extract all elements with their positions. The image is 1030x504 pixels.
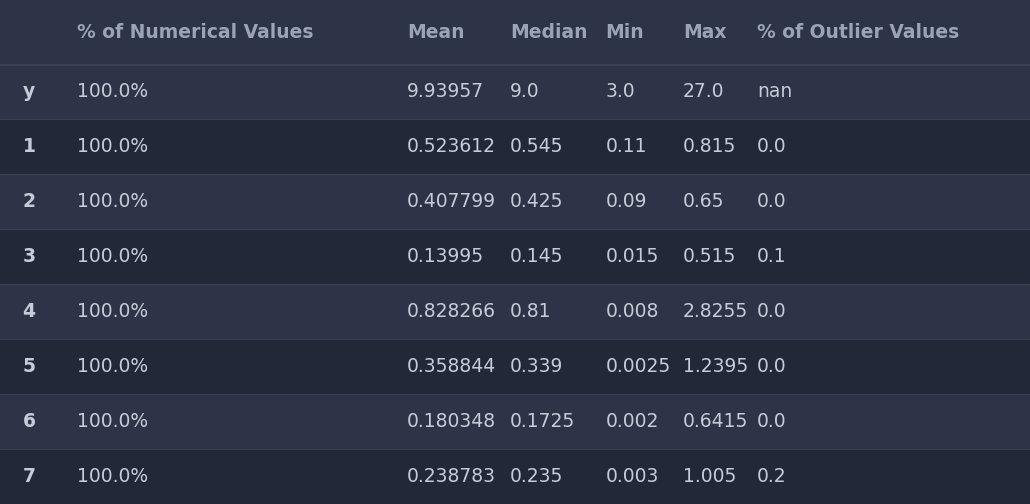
Text: 0.11: 0.11 — [606, 138, 647, 156]
Text: 0.0: 0.0 — [757, 357, 787, 376]
Text: 100.0%: 100.0% — [77, 302, 148, 321]
Text: 0.145: 0.145 — [510, 247, 563, 266]
Text: 100.0%: 100.0% — [77, 83, 148, 101]
Text: 5: 5 — [23, 357, 36, 376]
Text: 100.0%: 100.0% — [77, 412, 148, 431]
Text: 0.09: 0.09 — [606, 193, 647, 211]
Text: 0.0: 0.0 — [757, 193, 787, 211]
Text: 100.0%: 100.0% — [77, 193, 148, 211]
Text: 9.93957: 9.93957 — [407, 83, 484, 101]
Text: 0.238783: 0.238783 — [407, 467, 495, 486]
Text: 0.002: 0.002 — [606, 412, 659, 431]
Text: % of Numerical Values: % of Numerical Values — [77, 23, 314, 42]
Bar — [0, 119, 1030, 174]
Text: % of Outlier Values: % of Outlier Values — [757, 23, 959, 42]
Text: 100.0%: 100.0% — [77, 138, 148, 156]
Text: 27.0: 27.0 — [683, 83, 724, 101]
Text: 2.8255: 2.8255 — [683, 302, 748, 321]
Text: 0.545: 0.545 — [510, 138, 563, 156]
Text: 0.65: 0.65 — [683, 193, 724, 211]
Text: 0.407799: 0.407799 — [407, 193, 496, 211]
Bar — [0, 229, 1030, 284]
Bar — [0, 284, 1030, 339]
Text: 0.515: 0.515 — [683, 247, 736, 266]
Text: 0.13995: 0.13995 — [407, 247, 484, 266]
Text: 3: 3 — [23, 247, 36, 266]
Text: Median: Median — [510, 23, 587, 42]
Text: 9.0: 9.0 — [510, 83, 540, 101]
Text: 0.828266: 0.828266 — [407, 302, 495, 321]
Text: 6: 6 — [23, 412, 36, 431]
Text: 0.0: 0.0 — [757, 302, 787, 321]
Text: y: y — [23, 83, 35, 101]
Text: 0.015: 0.015 — [606, 247, 659, 266]
Text: 0.0: 0.0 — [757, 412, 787, 431]
Text: 0.425: 0.425 — [510, 193, 563, 211]
Bar — [0, 394, 1030, 449]
Text: 0.81: 0.81 — [510, 302, 551, 321]
Bar — [0, 339, 1030, 394]
Bar — [0, 449, 1030, 504]
Text: 0.1725: 0.1725 — [510, 412, 575, 431]
Text: 1.2395: 1.2395 — [683, 357, 748, 376]
Text: nan: nan — [757, 83, 792, 101]
Text: 0.6415: 0.6415 — [683, 412, 748, 431]
Bar — [0, 65, 1030, 119]
Text: 100.0%: 100.0% — [77, 467, 148, 486]
Text: 1.005: 1.005 — [683, 467, 736, 486]
Text: Min: Min — [606, 23, 645, 42]
Text: 0.0: 0.0 — [757, 138, 787, 156]
Text: 100.0%: 100.0% — [77, 357, 148, 376]
Text: 0.180348: 0.180348 — [407, 412, 496, 431]
Text: 3.0: 3.0 — [606, 83, 636, 101]
Text: 0.0025: 0.0025 — [606, 357, 671, 376]
Text: Max: Max — [683, 23, 726, 42]
Text: 0.523612: 0.523612 — [407, 138, 495, 156]
Text: 0.358844: 0.358844 — [407, 357, 496, 376]
Text: 0.235: 0.235 — [510, 467, 563, 486]
Text: 100.0%: 100.0% — [77, 247, 148, 266]
Text: 0.2: 0.2 — [757, 467, 787, 486]
Text: 0.1: 0.1 — [757, 247, 787, 266]
Text: 1: 1 — [23, 138, 35, 156]
Text: 0.815: 0.815 — [683, 138, 736, 156]
Bar — [0, 174, 1030, 229]
Text: Mean: Mean — [407, 23, 465, 42]
Text: 2: 2 — [23, 193, 36, 211]
Text: 0.339: 0.339 — [510, 357, 563, 376]
Text: 7: 7 — [23, 467, 36, 486]
Text: 0.008: 0.008 — [606, 302, 659, 321]
Text: 4: 4 — [23, 302, 36, 321]
Text: 0.003: 0.003 — [606, 467, 659, 486]
